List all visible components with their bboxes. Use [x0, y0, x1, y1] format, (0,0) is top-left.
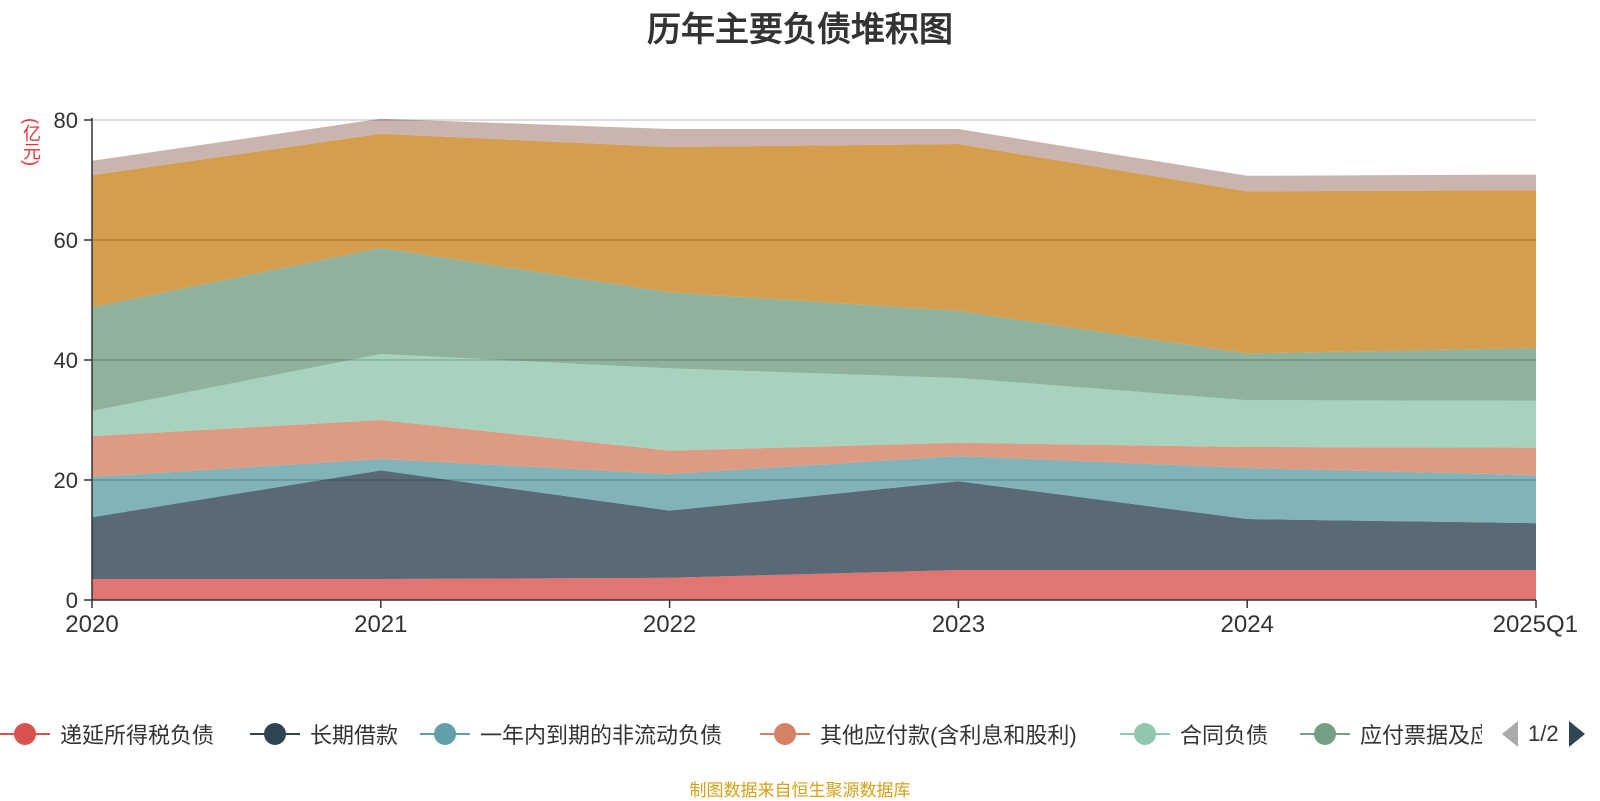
- y-axis-unit-label: (亿元): [21, 118, 41, 166]
- area-series-2: [92, 456, 1536, 524]
- area-series-4: [92, 354, 1536, 451]
- y-tick-label-20: 20: [54, 468, 78, 493]
- legend-marker-icon: [1300, 723, 1350, 745]
- x-tick-label-2020: 2020: [65, 611, 118, 638]
- area-series-1: [92, 470, 1536, 579]
- y-tick-label-0: 0: [66, 588, 78, 613]
- chart-title: 历年主要负债堆积图: [647, 11, 953, 49]
- legend-label: 合同负债: [1180, 723, 1269, 748]
- area-series-0: [92, 570, 1536, 600]
- legend-page-indicator: 1/2: [1528, 721, 1559, 746]
- stacked-areas: [92, 118, 1536, 600]
- legend-label: 一年内到期的非流动负债: [480, 723, 723, 748]
- y-tick-label-80: 80: [54, 108, 78, 133]
- y-tick-label-40: 40: [54, 348, 78, 373]
- grid-lines: [92, 119, 1536, 481]
- legend-item-2[interactable]: 一年内到期的非流动负债: [420, 716, 722, 752]
- axes: 0 20 40 60 80 2020 2021 2022 2023 2024 2025Q1: [54, 108, 1578, 638]
- area-series-5: [92, 247, 1536, 411]
- legend-item-1[interactable]: 长期借款: [250, 716, 398, 752]
- y-tick-label-60: 60: [54, 228, 78, 253]
- legend-pager: 1/2: [1500, 716, 1587, 752]
- area-series-6: [92, 133, 1536, 354]
- legend-marker-icon: [0, 723, 50, 745]
- legend-marker-icon: [250, 723, 300, 745]
- legend-item-3[interactable]: 其他应付款(含利息和股利): [760, 716, 1077, 752]
- legend-label: 长期借款: [310, 723, 399, 748]
- legend-item-5[interactable]: 应付票据及应付账款: [1300, 716, 1482, 752]
- legend-item-4[interactable]: 合同负债: [1120, 716, 1268, 752]
- legend-label: 递延所得税负债: [60, 723, 215, 748]
- x-tick-label-2023: 2023: [932, 611, 985, 638]
- legend: 递延所得税负债 长期借款 一年内到期的非流动负债 其他应付款(含利息和股利) 合同负债 应…: [0, 716, 1600, 756]
- data-source-note: 制图数据来自恒生聚源数据库: [689, 781, 911, 800]
- x-tick-label-2021: 2021: [354, 611, 407, 638]
- x-tick-label-2025Q1: 2025Q1: [1493, 611, 1578, 638]
- area-series-7: [92, 118, 1536, 192]
- x-tick-label-2024: 2024: [1221, 611, 1274, 638]
- legend-next-page-icon[interactable]: [1567, 719, 1587, 749]
- legend-marker-icon: [420, 723, 470, 745]
- legend-label: 其他应付款(含利息和股利): [820, 723, 1077, 748]
- legend-marker-icon: [1120, 723, 1170, 745]
- legend-item-0[interactable]: 递延所得税负债: [0, 716, 214, 752]
- x-tick-label-2022: 2022: [643, 611, 696, 638]
- legend-label: 应付票据及应付账款: [1360, 723, 1482, 748]
- legend-prev-page-icon[interactable]: [1500, 719, 1520, 749]
- area-series-3: [92, 420, 1536, 477]
- legend-marker-icon: [760, 723, 810, 745]
